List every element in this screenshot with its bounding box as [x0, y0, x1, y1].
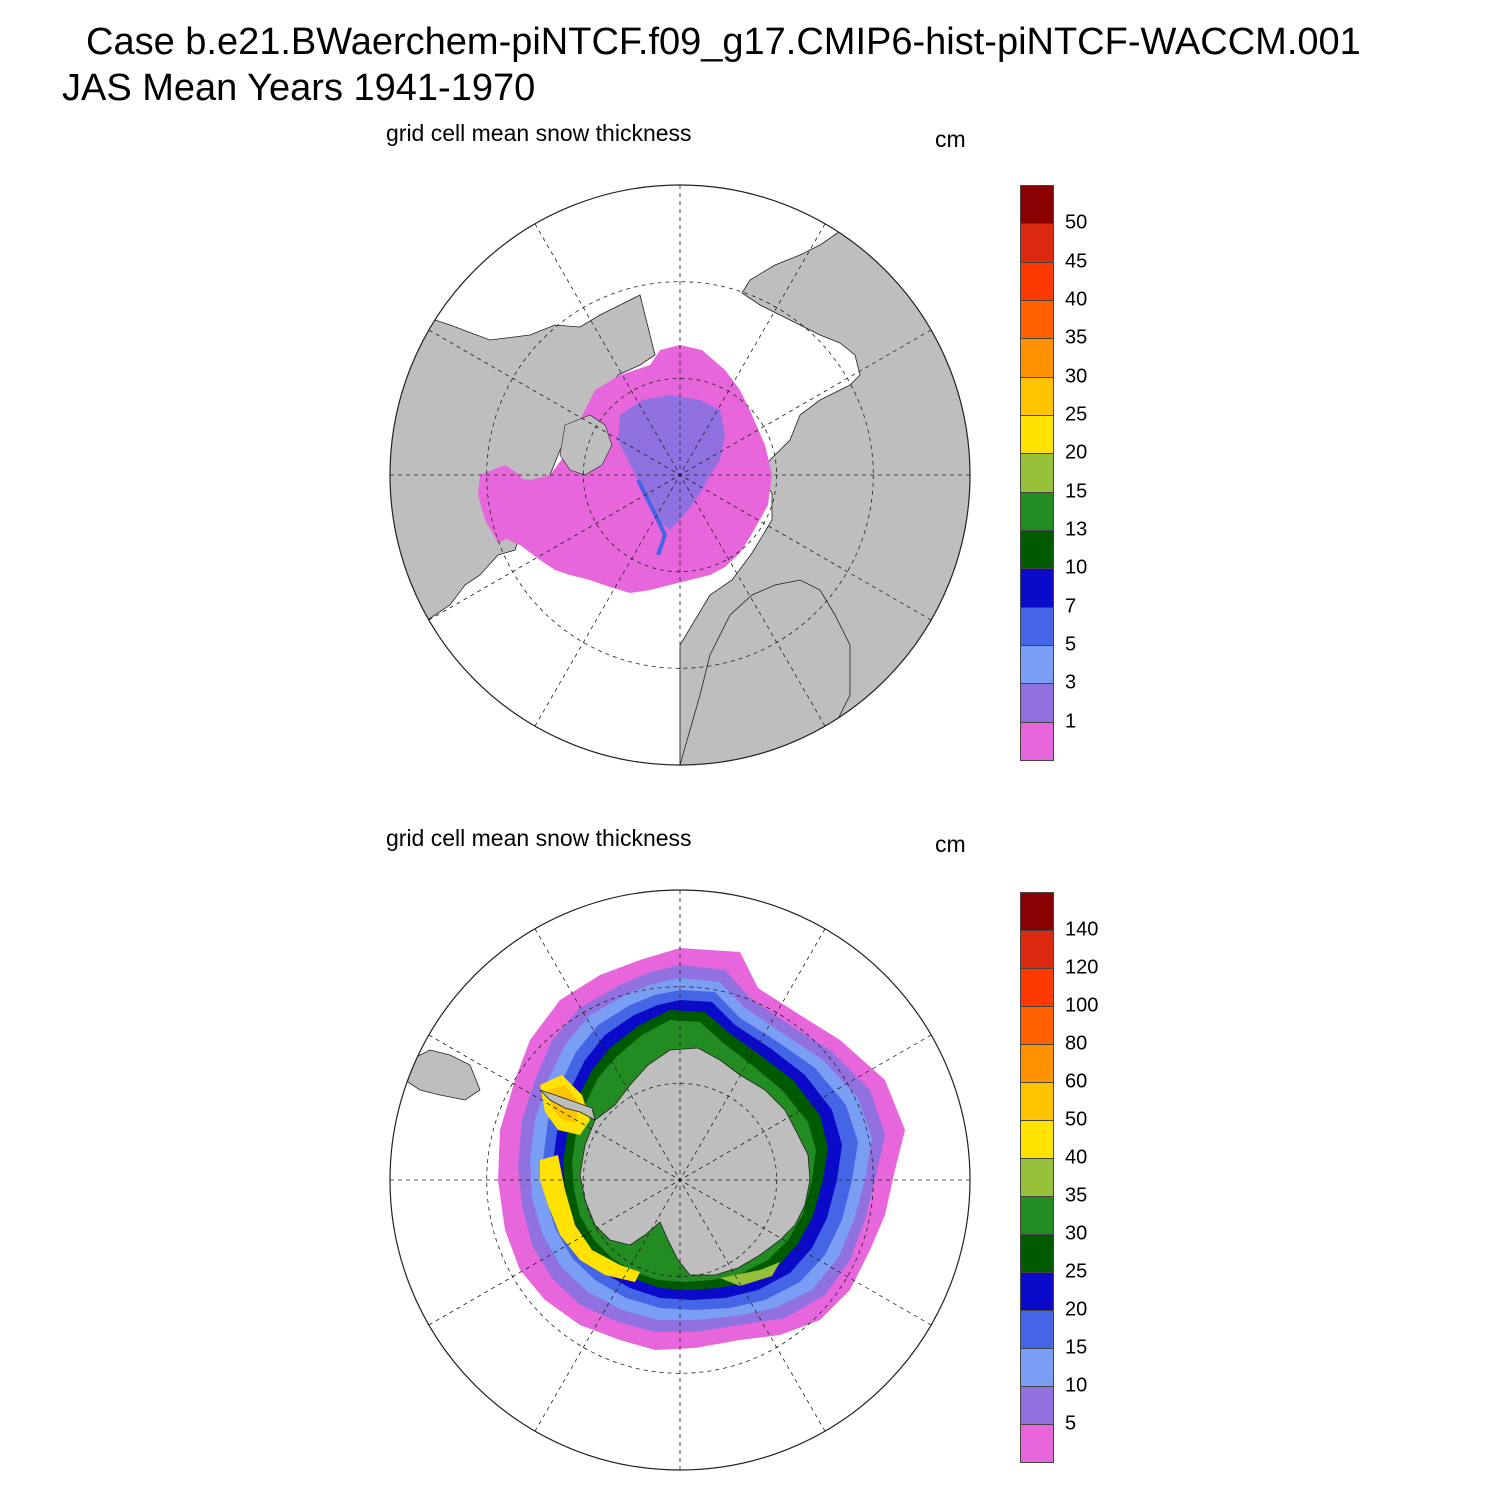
colorbar-tick-label: 60	[1065, 1070, 1088, 1093]
figure-subtitle: JAS Mean Years 1941-1970	[62, 67, 536, 109]
figure-title: Case b.e21.BWaerchem-piNTCF.f09_g17.CMIP…	[86, 21, 1361, 63]
colorbar-tick-label: 5	[1065, 633, 1077, 656]
colorbar-swatch	[1020, 261, 1054, 301]
colorbar-tick-label: 30	[1065, 1222, 1088, 1245]
colorbar-swatch	[1020, 1044, 1054, 1083]
south-land-south-america	[404, 1049, 481, 1101]
colorbar-tick-label: 50	[1065, 211, 1088, 234]
south-land-antarctica	[579, 1047, 811, 1276]
colorbar-swatch	[1020, 530, 1054, 570]
north-panel-label: grid cell mean snow thickness	[386, 120, 692, 146]
colorbar-swatch	[1020, 1082, 1054, 1121]
south-units-label: cm	[935, 831, 966, 857]
colorbar-tick-label: 25	[1065, 1260, 1088, 1283]
colorbar-tick-label: 15	[1065, 480, 1088, 503]
north-polar-map	[389, 184, 971, 766]
colorbar-swatch	[1020, 1386, 1054, 1425]
colorbar-swatch	[1020, 968, 1054, 1007]
colorbar-swatch	[1020, 338, 1054, 378]
south-colorbar: 5 10 15 20 25 30 35 40 50 60 80 100 120 140	[1020, 892, 1140, 1463]
colorbar-swatch	[1020, 1234, 1054, 1273]
colorbar-tick-label: 3	[1065, 671, 1077, 694]
colorbar-swatch	[1020, 223, 1054, 263]
colorbar-tick-label: 40	[1065, 288, 1088, 311]
colorbar-tick-label: 30	[1065, 365, 1088, 388]
colorbar-tick-label: 1	[1065, 710, 1077, 733]
colorbar-tick-label: 35	[1065, 326, 1088, 349]
north-sea-ice-central	[618, 395, 725, 530]
colorbar-tick-label: 100	[1065, 994, 1099, 1017]
colorbar-swatch	[1020, 453, 1054, 493]
north-colorbar: 1 3 5 7 10 13 15 20 25 30 35 40 45 50	[1020, 185, 1140, 761]
colorbar-swatch	[1020, 1120, 1054, 1159]
north-units-label: cm	[935, 126, 966, 152]
colorbar-swatch	[1020, 892, 1054, 931]
north-map-border	[389, 184, 971, 766]
colorbar-tick-label: 25	[1065, 403, 1088, 426]
colorbar-swatch	[1020, 721, 1054, 761]
colorbar-tick-label: 120	[1065, 956, 1099, 979]
colorbar-swatch	[1020, 683, 1054, 723]
colorbar-swatch	[1020, 1158, 1054, 1197]
colorbar-tick-label: 35	[1065, 1184, 1088, 1207]
colorbar-swatch	[1020, 645, 1054, 685]
colorbar-tick-label: 7	[1065, 595, 1077, 618]
colorbar-tick-label: 20	[1065, 1298, 1088, 1321]
north-land-canadian-archipelago	[559, 414, 613, 476]
south-map-border	[389, 889, 971, 1471]
colorbar-tick-label: 10	[1065, 1374, 1088, 1397]
colorbar-swatch	[1020, 568, 1054, 608]
colorbar-swatch	[1020, 376, 1054, 416]
south-land-antarctic-peninsula	[539, 1089, 596, 1121]
north-graticule	[390, 185, 970, 765]
colorbar-tick-label: 45	[1065, 250, 1088, 273]
colorbar-tick-label: 40	[1065, 1146, 1088, 1169]
colorbar-tick-label: 140	[1065, 918, 1099, 941]
colorbar-swatch	[1020, 1196, 1054, 1235]
south-graticule	[390, 890, 970, 1470]
colorbar-swatch	[1020, 1424, 1054, 1463]
colorbar-swatch	[1020, 1006, 1054, 1045]
colorbar-swatch	[1020, 930, 1054, 969]
colorbar-tick-label: 13	[1065, 518, 1088, 541]
colorbar-swatch	[1020, 300, 1054, 340]
colorbar-swatch	[1020, 1272, 1054, 1311]
colorbar-swatch	[1020, 491, 1054, 531]
colorbar-swatch	[1020, 415, 1054, 455]
colorbar-swatch	[1020, 185, 1054, 225]
south-polar-map	[389, 889, 971, 1471]
colorbar-tick-label: 5	[1065, 1412, 1077, 1435]
colorbar-tick-label: 80	[1065, 1032, 1088, 1055]
south-panel-label: grid cell mean snow thickness	[386, 825, 692, 851]
colorbar-swatch	[1020, 1348, 1054, 1387]
south-sea-ice-olive-ross	[720, 1262, 780, 1286]
south-sea-ice-yellow-bellingshausen	[540, 1155, 640, 1282]
colorbar-swatch	[1020, 606, 1054, 646]
colorbar-tick-label: 50	[1065, 1108, 1088, 1131]
colorbar-tick-label: 15	[1065, 1336, 1088, 1359]
north-sea-ice-edge	[636, 479, 668, 556]
colorbar-tick-label: 10	[1065, 556, 1088, 579]
north-sea-ice-hudson	[478, 465, 530, 543]
colorbar-tick-label: 20	[1065, 441, 1088, 464]
colorbar-swatch	[1020, 1310, 1054, 1349]
